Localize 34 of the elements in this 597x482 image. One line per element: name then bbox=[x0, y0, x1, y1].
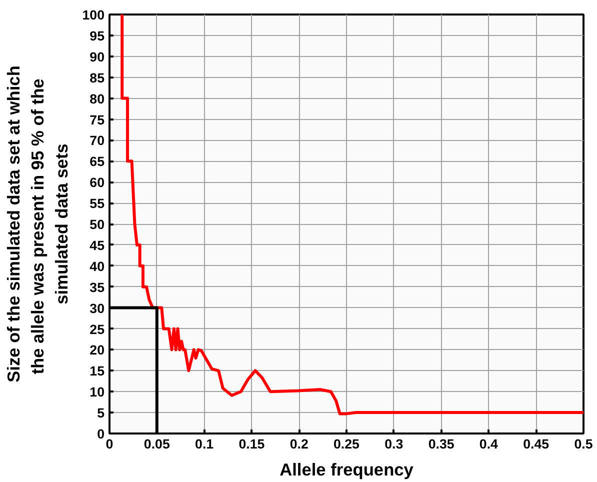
y-tick-label: 45 bbox=[90, 238, 106, 253]
y-tick-label: 90 bbox=[90, 49, 105, 64]
y-tick-label: 30 bbox=[90, 300, 105, 316]
y-tick-label: 15 bbox=[90, 364, 106, 379]
x-axis-title: Allele frequency bbox=[280, 460, 414, 480]
y-tick-label: 25 bbox=[90, 322, 106, 337]
x-tick-label: 0.5 bbox=[574, 436, 594, 452]
x-tick-label: 0.15 bbox=[238, 436, 266, 452]
x-tick-label: 0.25 bbox=[334, 436, 360, 452]
y-tick-label: 65 bbox=[90, 154, 106, 170]
y-tick-label: 70 bbox=[90, 133, 105, 148]
x-tick-label: 0.4 bbox=[479, 436, 499, 452]
x-tick-label: 0.05 bbox=[144, 436, 170, 452]
y-tick-label: 100 bbox=[82, 8, 105, 22]
y-tick-label: 0 bbox=[97, 426, 105, 442]
y-tick-label: 80 bbox=[90, 91, 105, 106]
y-tick-label: 10 bbox=[90, 384, 105, 400]
x-tick-label: 0.2 bbox=[290, 436, 308, 452]
y-tick-label: 40 bbox=[90, 258, 105, 274]
y-tick-label: 60 bbox=[90, 175, 105, 190]
y-axis-title: Size of the simulated data set at which the allele was present in 95 % of the simulated data sets bbox=[3, 66, 72, 382]
y-tick-label: 20 bbox=[90, 342, 105, 358]
y-tick-label: 55 bbox=[90, 196, 106, 212]
x-tick-label: 0.1 bbox=[195, 436, 214, 452]
x-tick-label: 0.35 bbox=[428, 436, 455, 452]
y-tick-label: 95 bbox=[90, 28, 106, 44]
y-tick-label: 85 bbox=[90, 70, 106, 86]
y-tick-label: 75 bbox=[90, 112, 106, 128]
y-tick-label: 35 bbox=[90, 280, 106, 295]
y-tick-label: 50 bbox=[90, 217, 105, 232]
x-tick-label: 0.3 bbox=[384, 436, 404, 452]
x-tick-label: 0.45 bbox=[523, 436, 550, 452]
line-series bbox=[120, 14, 584, 416]
y-tick-label: 5 bbox=[97, 406, 106, 421]
